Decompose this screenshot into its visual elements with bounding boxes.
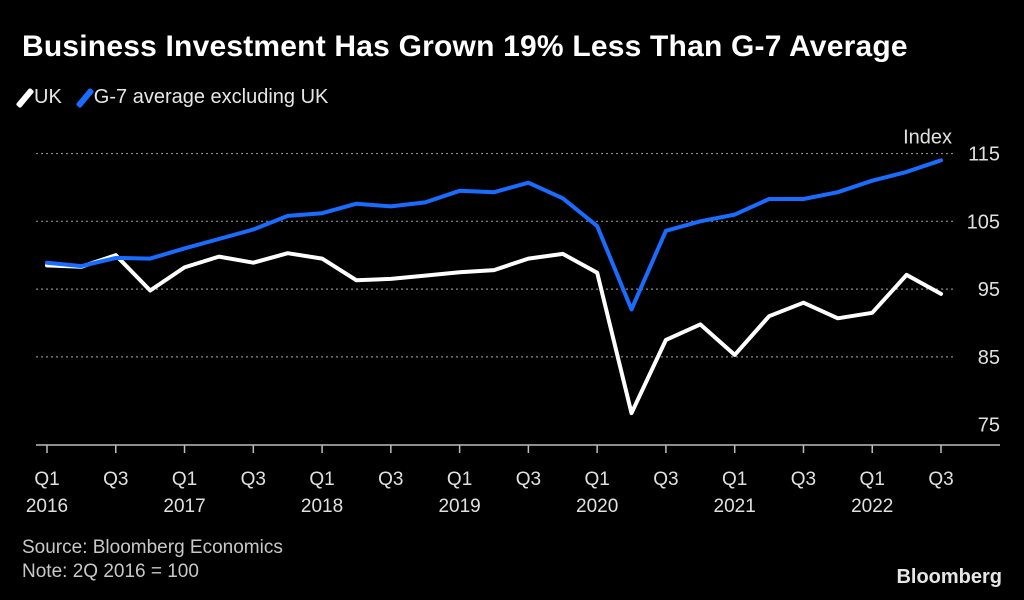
y-tick-label-95: 95 [978, 279, 1000, 301]
x-tick-label-year: 2017 [163, 496, 205, 517]
x-tick-label-quarter: Q3 [103, 469, 128, 490]
note-text: Note: 2Q 2016 = 100 [22, 561, 199, 582]
x-tick-label-quarter: Q1 [722, 469, 747, 490]
x-tick-label-quarter: Q1 [447, 469, 472, 490]
y-tick-label-115: 115 [968, 144, 1000, 166]
x-tick-label-quarter: Q1 [34, 469, 59, 490]
x-tick-label-year: 2016 [26, 496, 68, 517]
x-tick-label-quarter: Q3 [653, 469, 678, 490]
x-tick-label-quarter: Q1 [860, 469, 885, 490]
x-tick-label-quarter: Q1 [309, 469, 334, 490]
x-axis [36, 444, 1000, 453]
series-lines [45, 158, 943, 416]
y-tick-label-105: 105 [967, 211, 1000, 233]
y-tick-label-75: 75 [978, 415, 1000, 437]
x-tick-label-year: 2020 [576, 496, 618, 517]
y-tick-label-85: 85 [978, 347, 1000, 369]
y-unit-label: Index [903, 127, 952, 149]
bloomberg-logo: Bloomberg [896, 566, 1002, 588]
x-tick-label-year: 2019 [438, 496, 480, 517]
series-line-uk [45, 251, 943, 416]
grid-lines [36, 152, 955, 358]
x-tick-label-quarter: Q3 [378, 469, 403, 490]
legend-label-g7: G-7 average excluding UK [93, 86, 329, 108]
x-tick-label-quarter: Q1 [172, 469, 197, 490]
source-text: Source: Bloomberg Economics [22, 537, 283, 558]
x-tick-label-quarter: Q3 [516, 469, 541, 490]
x-tick-label-quarter: Q3 [928, 469, 953, 490]
series-line-g7 [45, 158, 943, 312]
x-tick-label-quarter: Q3 [791, 469, 816, 490]
axis-labels: 75 85 95 105 115 Index Q1 2016 Q3 Q1 2017 Q3 Q1 2018 Q… [26, 127, 1000, 517]
legend-label-uk: UK [34, 86, 62, 108]
x-tick-label-quarter: Q1 [584, 469, 609, 490]
x-tick-label-year: 2022 [851, 496, 893, 517]
x-tick-label-quarter: Q3 [241, 469, 266, 490]
x-tick-label-year: 2021 [714, 496, 756, 517]
x-tick-label-year: 2018 [301, 496, 343, 517]
chart-title: Business Investment Has Grown 19% Less T… [22, 30, 908, 63]
chart-legend: UK G-7 average excluding UK [15, 86, 338, 109]
source-note: Source: Bloomberg Economics Note: 2Q 201… [22, 536, 283, 584]
legend-item-uk: UK [15, 86, 62, 109]
legend-item-g7: G-7 average excluding UK [75, 86, 329, 109]
